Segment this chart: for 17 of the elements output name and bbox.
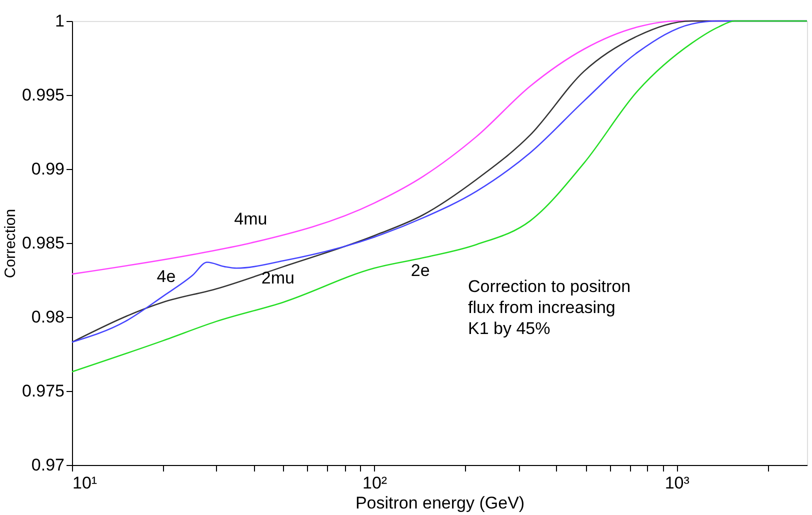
series-label: 4e [156,267,176,286]
y-tick-label: 0.995 [22,86,64,104]
x-tick-label: 10¹ [72,474,98,492]
y-tick-label: 0.975 [22,382,64,400]
series-label: 4mu [234,209,268,228]
y-tick-label: 0.98 [31,308,64,326]
x-axis-title: Positron energy (GeV) [355,494,525,512]
x-tick-label: 10³ [664,474,690,492]
y-tick-label: 0.97 [31,456,64,474]
x-tick-label: 10² [362,474,388,492]
series-label: 2mu [261,268,294,288]
series-label: 2e [410,261,430,280]
y-tick-label: 1 [55,12,64,30]
y-axis-title: Correction [2,208,19,278]
y-tick-label: 0.99 [31,160,64,178]
y-tick-label: 0.985 [22,234,64,252]
annotation: Correction to positron flux from increasing K1 by 45% [468,277,631,338]
